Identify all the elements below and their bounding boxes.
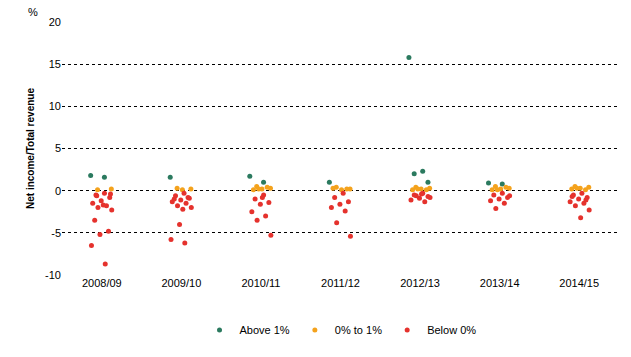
svg-text:-5: -5	[51, 227, 61, 239]
svg-text:%: %	[28, 6, 38, 18]
svg-text:10: 10	[49, 100, 61, 112]
svg-text:Below 0%: Below 0%	[427, 324, 476, 336]
svg-text:5: 5	[55, 142, 61, 154]
svg-text:2009/10: 2009/10	[161, 277, 201, 289]
svg-text:-10: -10	[45, 269, 61, 281]
svg-text:2008/09: 2008/09	[82, 277, 122, 289]
svg-text:15: 15	[49, 58, 61, 70]
svg-text:Net income/Total revenue: Net income/Total revenue	[25, 88, 36, 209]
svg-text:2012/13: 2012/13	[400, 277, 440, 289]
svg-text:2010/11: 2010/11	[241, 277, 280, 289]
svg-text:2013/14: 2013/14	[480, 277, 520, 289]
svg-text:2014/15: 2014/15	[559, 277, 599, 289]
svg-text:20: 20	[49, 16, 61, 28]
svg-text:0: 0	[55, 185, 61, 197]
svg-text:2011/12: 2011/12	[321, 277, 360, 289]
svg-text:Above 1%: Above 1%	[240, 324, 290, 336]
svg-text:0% to 1%: 0% to 1%	[335, 324, 382, 336]
